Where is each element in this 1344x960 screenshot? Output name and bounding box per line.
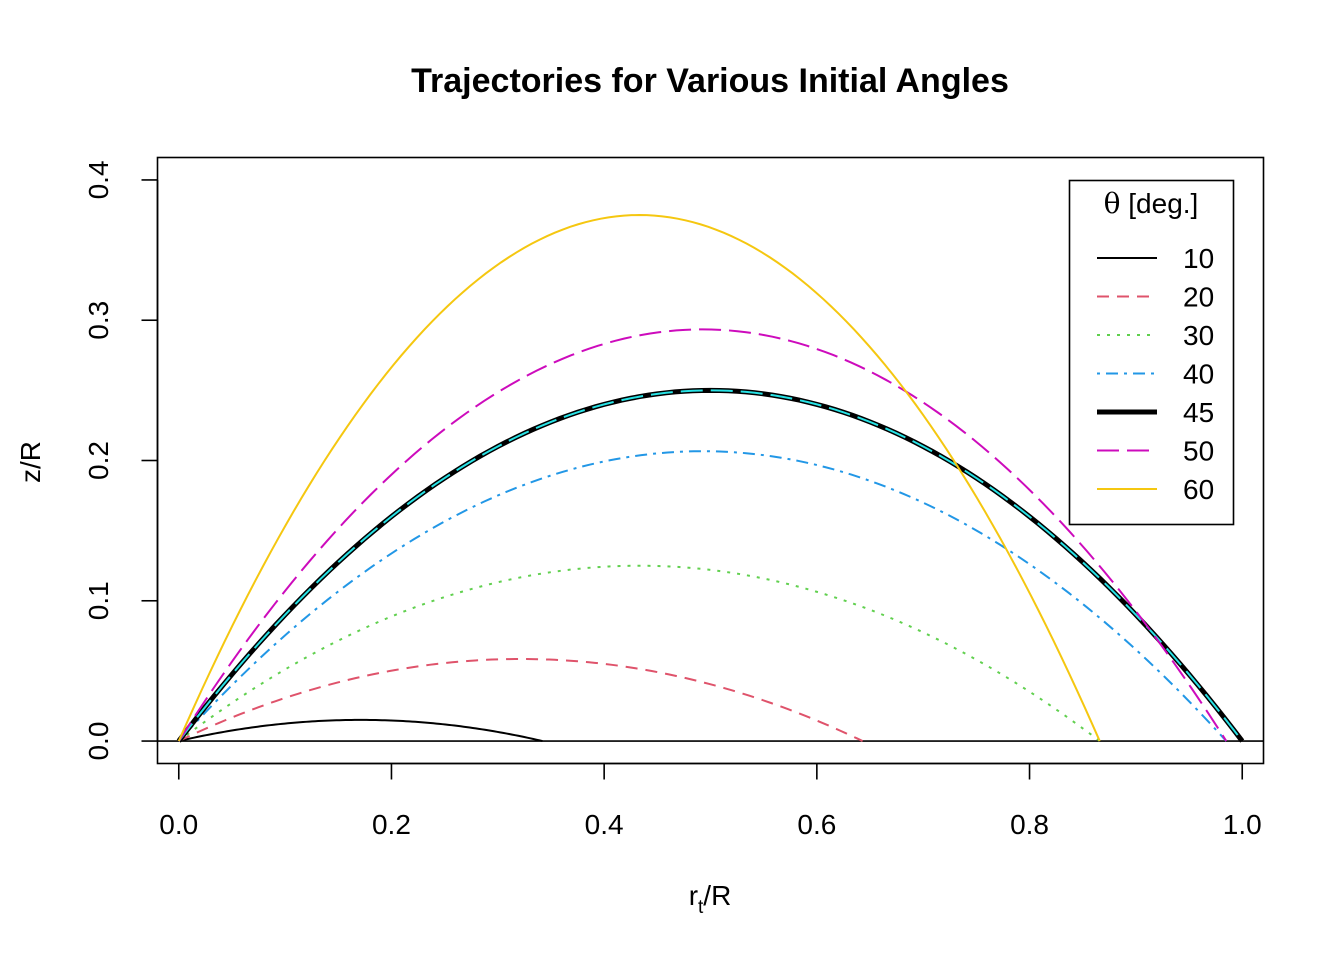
legend: θ [deg.] 10 20 30 40 45 50 60 bbox=[1068, 179, 1235, 526]
x-tick-label: 0.4 bbox=[585, 809, 624, 840]
x-axis-label: rt/R bbox=[689, 880, 732, 918]
series-layer bbox=[157, 214, 1264, 743]
legend-title: θ [deg.] bbox=[1104, 187, 1199, 220]
x-tick-label: 0.2 bbox=[372, 809, 411, 840]
legend-label-60: 60 bbox=[1183, 474, 1214, 505]
series-line-60 bbox=[177, 214, 1101, 742]
y-tick-label: 0.3 bbox=[83, 301, 114, 340]
legend-label-50: 50 bbox=[1183, 436, 1214, 467]
x-axis: 0.0 0.2 0.4 0.6 0.8 1.0 bbox=[159, 762, 1262, 840]
x-tick-label: 0.0 bbox=[159, 809, 198, 840]
x-tick-label: 1.0 bbox=[1223, 809, 1262, 840]
legend-label-30: 30 bbox=[1183, 320, 1214, 351]
legend-label-45: 45 bbox=[1183, 397, 1214, 428]
series-line-30 bbox=[178, 564, 1101, 742]
y-tick-label: 0.4 bbox=[83, 160, 114, 199]
series-line-10 bbox=[178, 718, 543, 743]
y-axis: 0.0 0.1 0.2 0.3 0.4 bbox=[83, 160, 159, 761]
series-line-20 bbox=[178, 657, 864, 742]
series-overlay-45 bbox=[177, 389, 1244, 742]
legend-label-20: 20 bbox=[1183, 282, 1214, 313]
x-tick-label: 0.6 bbox=[797, 809, 836, 840]
y-tick-label: 0.1 bbox=[83, 581, 114, 620]
legend-label-10: 10 bbox=[1183, 243, 1214, 274]
x-tick-label: 0.8 bbox=[1010, 809, 1049, 840]
y-axis-label: z/R bbox=[15, 441, 46, 483]
legend-label-40: 40 bbox=[1183, 359, 1214, 390]
y-tick-label: 0.0 bbox=[83, 722, 114, 761]
chart-title: Trajectories for Various Initial Angles bbox=[411, 62, 1009, 100]
legend-box bbox=[1068, 179, 1235, 526]
series-line-50 bbox=[177, 328, 1228, 742]
legend-entries: 10 20 30 40 45 50 60 bbox=[1097, 243, 1214, 505]
y-tick-label: 0.2 bbox=[83, 441, 114, 480]
